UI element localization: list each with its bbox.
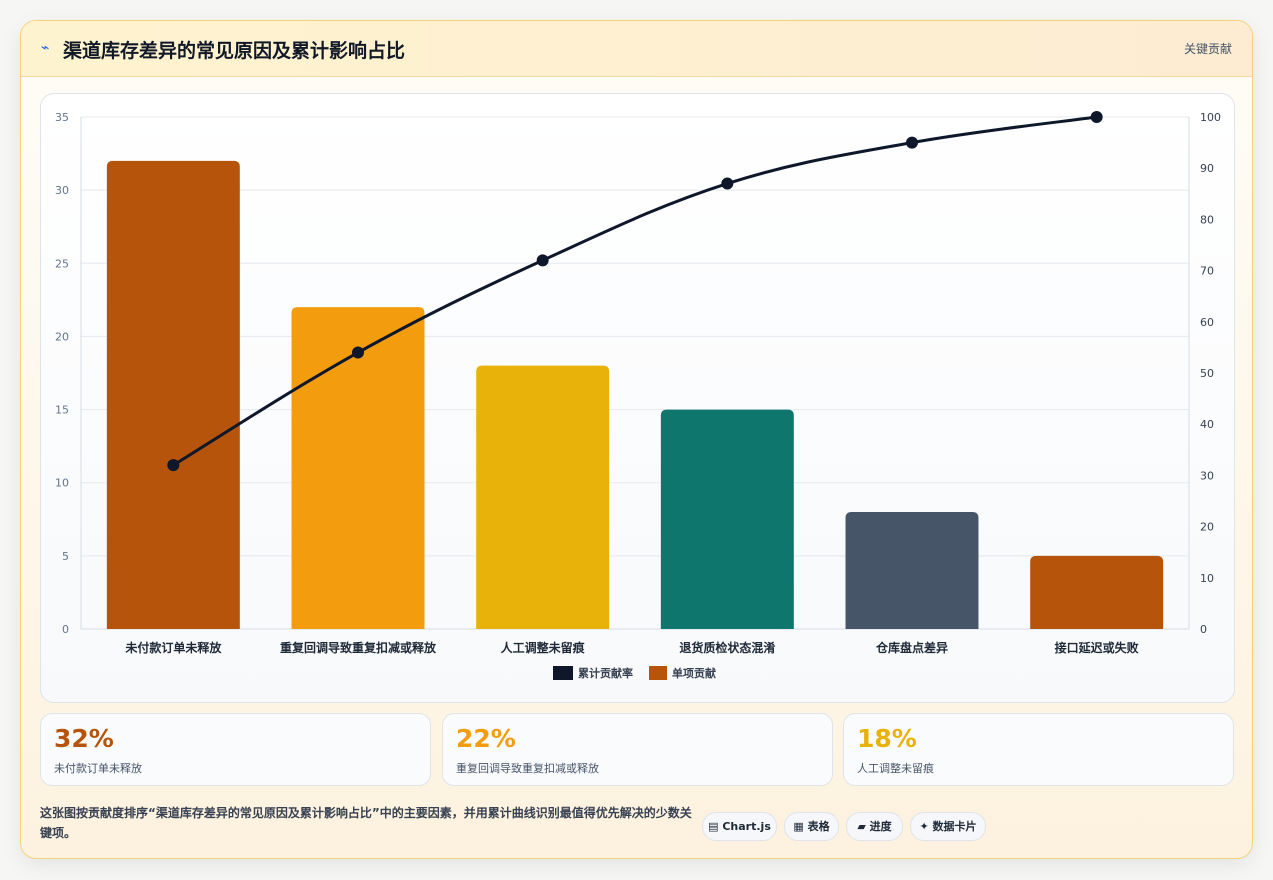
y-right-tick-label: 30 <box>1200 469 1214 482</box>
chip-chartjs[interactable]: ▤ Chart.js <box>702 812 777 841</box>
y-left-tick-label: 30 <box>55 184 69 197</box>
card-header: ⌁ 渠道库存差异的常见原因及累计影响占比 关键贡献 <box>21 21 1252 77</box>
sparkle-icon: ✦ <box>919 820 933 833</box>
y-right-tick-label: 80 <box>1200 213 1214 226</box>
kpi-label: 重复回调导致重复扣减或释放 <box>456 762 599 775</box>
bar <box>476 365 610 629</box>
legend-swatch-single <box>649 666 667 680</box>
kpi-label: 人工调整未留痕 <box>857 762 934 775</box>
y-left-tick-label: 25 <box>55 257 69 270</box>
pareto-chart: 0 5 10 15 20 25 30 35 0 10 20 30 40 50 60 70 80 90 100 未付款订… <box>55 111 1221 680</box>
y-left-tick-label: 10 <box>55 477 69 490</box>
chart-description: 这张图按贡献度排序“渠道库存差异的常见原因及累计影响占比”中的主要因素，并用累计… <box>40 806 692 840</box>
chip-label: 表格 <box>807 820 830 833</box>
lightning-icon: ⌁ <box>41 40 50 56</box>
table-icon: ▦ <box>793 820 808 833</box>
page-title: 渠道库存差异的常见原因及累计影响占比 <box>63 40 406 62</box>
y-right-tick-label: 20 <box>1200 521 1214 534</box>
chip-progress[interactable]: ▰ 进度 <box>846 812 903 841</box>
cumulative-point <box>906 136 918 149</box>
kpi-value: 18% <box>857 724 917 753</box>
y-right-tick-label: 50 <box>1200 367 1214 380</box>
x-tick-label: 接口延迟或失败 <box>1055 640 1139 655</box>
chart-panel: 0 5 10 15 20 25 30 35 0 10 20 30 40 50 60 70 80 90 100 未付款订… <box>40 93 1235 703</box>
kpi-card-3: 18% 人工调整未留痕 <box>843 713 1234 786</box>
y-left-tick-label: 35 <box>55 111 69 124</box>
chip-data-card[interactable]: ✦ 数据卡片 <box>910 812 986 841</box>
progress-icon: ▰ <box>857 820 870 833</box>
legend-label: 单项贡献 <box>672 666 716 680</box>
cumulative-point <box>167 459 180 472</box>
y-right-tick-label: 100 <box>1200 111 1221 124</box>
y-left-tick-label: 5 <box>62 550 69 563</box>
y-left-tick-label: 20 <box>55 330 69 343</box>
y-left-tick-label: 15 <box>55 404 69 417</box>
y-right-tick-label: 10 <box>1200 572 1214 585</box>
cumulative-point <box>536 254 549 267</box>
y-left-tick-label: 0 <box>62 623 69 636</box>
x-tick-label: 人工调整未留痕 <box>501 640 586 655</box>
cumulative-line <box>172 115 1097 467</box>
chip-label: Chart.js <box>722 820 771 833</box>
legend-label: 累计贡献率 <box>578 666 633 680</box>
kpi-card-2: 22% 重复回调导致重复扣减或释放 <box>442 713 833 786</box>
bar <box>1030 555 1164 629</box>
cumulative-point <box>721 177 734 190</box>
x-tick-label: 退货质检状态混淆 <box>679 640 775 655</box>
y-right-tick-label: 70 <box>1200 265 1214 278</box>
cumulative-point <box>352 346 364 359</box>
bar <box>845 511 979 629</box>
header-tag: 关键贡献 <box>1183 42 1232 56</box>
y-right-tick-label: 40 <box>1200 418 1214 431</box>
legend-swatch-cumulative <box>553 666 573 680</box>
chip-label: 进度 <box>869 820 892 833</box>
y-right-tick-label: 60 <box>1200 316 1214 329</box>
y-right-tick-label: 90 <box>1200 162 1214 175</box>
bar <box>106 160 240 629</box>
chart-icon: ▤ <box>708 820 723 833</box>
chip-table[interactable]: ▦ 表格 <box>784 812 839 841</box>
x-tick-label: 未付款订单未释放 <box>124 640 222 655</box>
x-tick-label: 仓库盘点差异 <box>875 640 948 655</box>
kpi-card-1: 32% 未付款订单未释放 <box>40 713 431 786</box>
bar <box>660 409 794 629</box>
dashboard-card: ⌁ 渠道库存差异的常见原因及累计影响占比 关键贡献 0 5 10 15 20 25 30 35… <box>20 20 1253 859</box>
bar <box>291 307 425 629</box>
kpi-label: 未付款订单未释放 <box>54 762 142 775</box>
chip-label: 数据卡片 <box>932 820 977 833</box>
kpi-value: 22% <box>456 724 516 753</box>
x-tick-label: 重复回调导致重复扣减或释放 <box>280 640 437 655</box>
y-right-tick-label: 0 <box>1200 623 1207 636</box>
kpi-value: 32% <box>54 724 114 753</box>
cumulative-point <box>1090 111 1103 123</box>
